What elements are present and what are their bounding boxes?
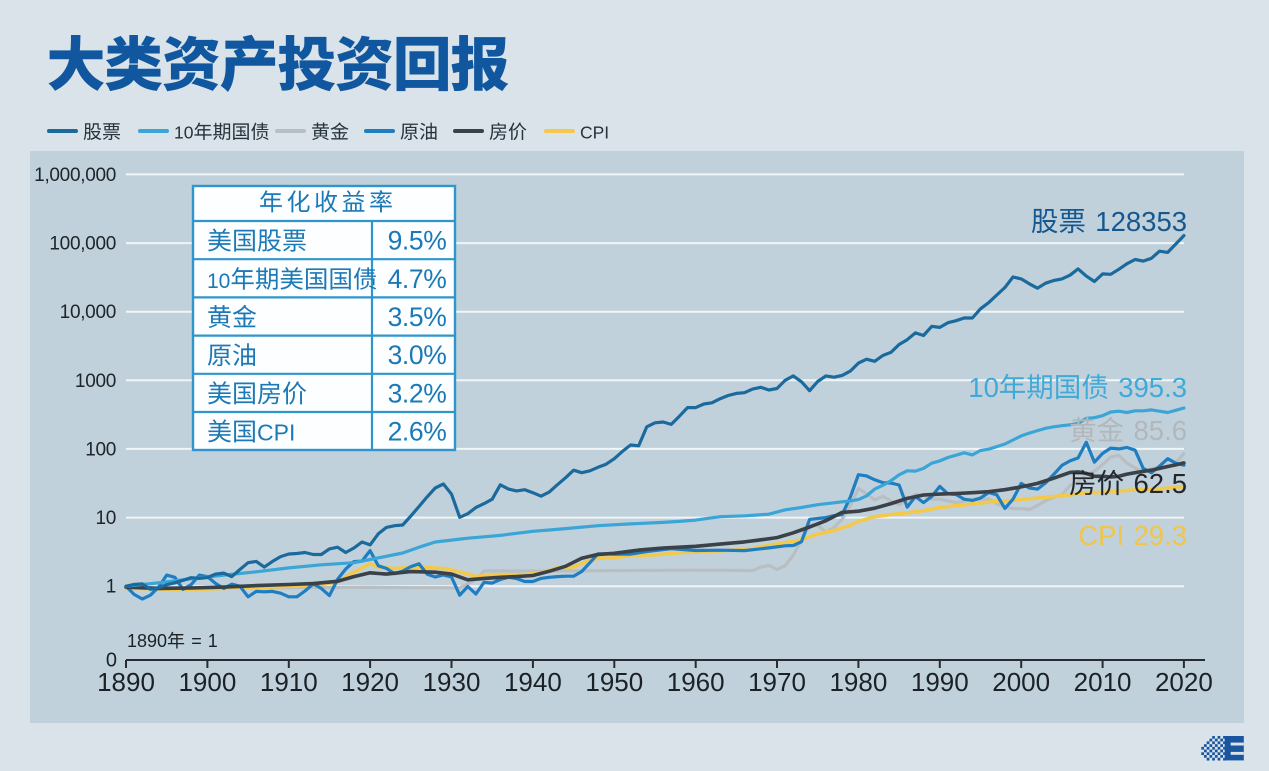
svg-text:1970: 1970	[748, 667, 806, 697]
svg-text:1910: 1910	[260, 667, 318, 697]
svg-text:1: 1	[208, 631, 218, 651]
svg-text:1950: 1950	[585, 667, 643, 697]
svg-text:395.3: 395.3	[1118, 372, 1187, 403]
svg-text:3.5%: 3.5%	[388, 302, 447, 332]
svg-text:2010: 2010	[1074, 667, 1132, 697]
svg-text:85.6: 85.6	[1134, 415, 1188, 446]
svg-text:10: 10	[95, 508, 116, 529]
svg-text:1990: 1990	[911, 667, 969, 697]
svg-text:1930: 1930	[423, 667, 481, 697]
svg-text:0: 0	[106, 650, 117, 672]
svg-text:2020: 2020	[1155, 667, 1213, 697]
svg-text:1890: 1890	[127, 631, 167, 651]
svg-text:CPI: CPI	[1078, 520, 1124, 551]
svg-text:4.7%: 4.7%	[388, 264, 447, 294]
svg-text:10: 10	[174, 123, 194, 143]
svg-text:100: 100	[85, 439, 116, 460]
svg-text:10: 10	[968, 372, 999, 403]
svg-text:29.3: 29.3	[1134, 520, 1188, 551]
svg-text:1920: 1920	[341, 667, 399, 697]
svg-text:1890: 1890	[97, 667, 155, 697]
svg-text:1: 1	[106, 577, 116, 598]
svg-text:10,000: 10,000	[60, 302, 116, 323]
svg-text:2.6%: 2.6%	[388, 417, 447, 447]
svg-text:2000: 2000	[992, 667, 1050, 697]
svg-text:1900: 1900	[178, 667, 236, 697]
svg-text:62.5: 62.5	[1134, 468, 1188, 499]
svg-text:=: =	[191, 631, 202, 651]
svg-text:9.5%: 9.5%	[388, 226, 447, 256]
svg-text:1980: 1980	[829, 667, 887, 697]
svg-text:100,000: 100,000	[49, 234, 116, 255]
svg-text:1960: 1960	[667, 667, 725, 697]
svg-text:1,000,000: 1,000,000	[34, 165, 116, 186]
svg-text:CPI: CPI	[257, 420, 295, 446]
svg-text:3.0%: 3.0%	[388, 340, 447, 370]
svg-text:1000: 1000	[75, 371, 116, 392]
svg-text:128353: 128353	[1095, 206, 1187, 237]
svg-text:3.2%: 3.2%	[388, 378, 447, 408]
svg-text:1940: 1940	[504, 667, 562, 697]
svg-text:CPI: CPI	[580, 123, 609, 143]
svg-text:10: 10	[207, 270, 230, 293]
